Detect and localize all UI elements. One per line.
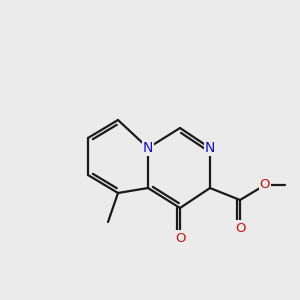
Text: O: O [175, 232, 185, 244]
Text: O: O [260, 178, 270, 191]
Text: N: N [143, 141, 153, 155]
Text: N: N [205, 141, 215, 155]
Text: O: O [235, 221, 245, 235]
